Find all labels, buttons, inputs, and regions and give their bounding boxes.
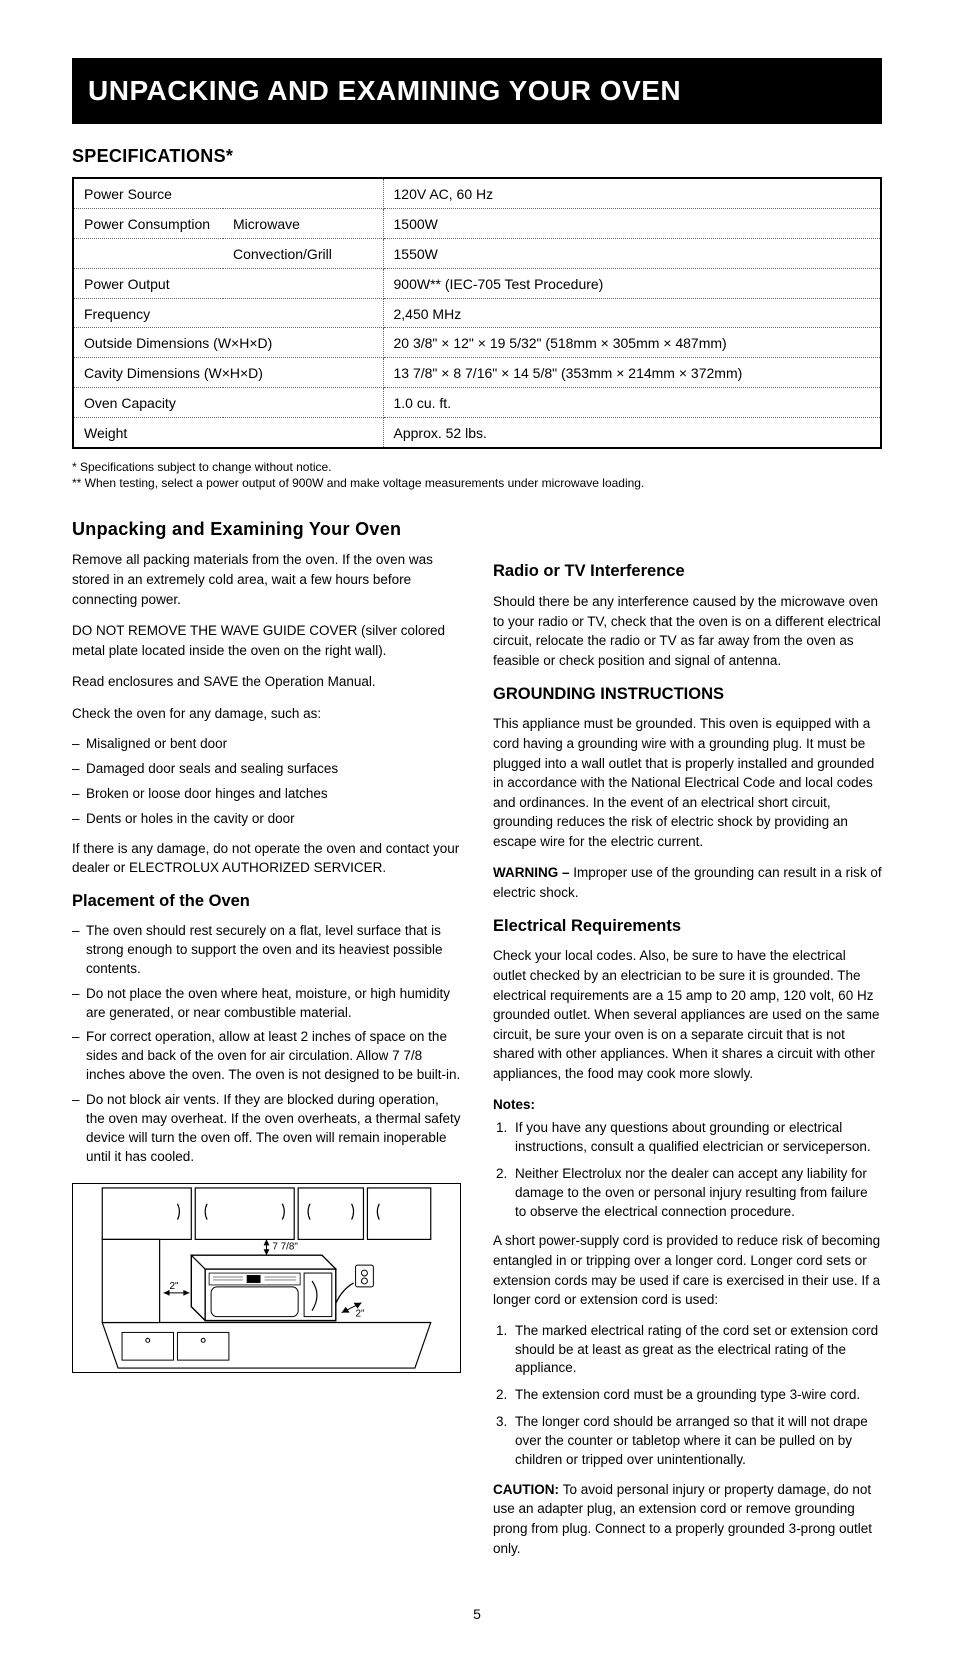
spec-cell: Power Consumption: [73, 208, 223, 238]
list-item: The marked electrical rating of the cord…: [511, 1322, 882, 1379]
specifications-heading: SPECIFICATIONS*: [72, 146, 882, 167]
spec-cell: 1500W: [383, 208, 881, 238]
spec-cell: 20 3/8" × 12" × 19 5/32" (518mm × 305mm …: [383, 328, 881, 358]
rfi-heading: Radio or TV Interference: [493, 560, 882, 584]
placement-heading: Placement of the Oven: [72, 890, 461, 914]
list-item: If you have any questions about groundin…: [511, 1119, 882, 1157]
spec-cell: Frequency: [73, 298, 383, 328]
spec-cell: 13 7/8" × 8 7/16" × 14 5/8" (353mm × 214…: [383, 358, 881, 388]
damage-check-list: Misaligned or bent door Damaged door sea…: [72, 735, 461, 829]
notes-list: If you have any questions about groundin…: [493, 1119, 882, 1221]
grounding-heading: GROUNDING INSTRUCTIONS: [493, 683, 882, 707]
electrical-heading: Electrical Requirements: [493, 915, 882, 939]
specifications-table: Power Source 120V AC, 60 Hz Power Consum…: [72, 177, 882, 449]
spec-cell: 1.0 cu. ft.: [383, 388, 881, 418]
section-title: UNPACKING AND EXAMINING YOUR OVEN: [88, 75, 681, 107]
placement-figure: 2" 7 7/8" 2": [72, 1183, 461, 1373]
paragraph: This appliance must be grounded. This ov…: [493, 714, 882, 851]
cord-list: The marked electrical rating of the cord…: [493, 1322, 882, 1470]
spec-cell: Microwave: [223, 208, 383, 238]
spec-cell: 1550W: [383, 238, 881, 268]
grounding-warning: WARNING – Improper use of the grounding …: [493, 863, 882, 902]
paragraph: Read enclosures and SAVE the Operation M…: [72, 672, 461, 692]
left-column: Remove all packing materials from the ov…: [72, 550, 461, 1570]
spec-cell: 2,450 MHz: [383, 298, 881, 328]
spec-cell: 900W** (IEC-705 Test Procedure): [383, 268, 881, 298]
list-item: The longer cord should be arranged so th…: [511, 1413, 882, 1470]
page-number: 5: [72, 1606, 882, 1622]
spec-cell: Outside Dimensions (W×H×D): [73, 328, 383, 358]
notes-label: Notes:: [493, 1097, 535, 1112]
list-item: Do not place the oven where heat, moistu…: [72, 985, 461, 1023]
list-item: Misaligned or bent door: [72, 735, 461, 754]
spec-cell: Oven Capacity: [73, 388, 383, 418]
clearance-back-label: 2": [356, 1308, 365, 1319]
list-item: Do not block air vents. If they are bloc…: [72, 1091, 461, 1167]
clearance-left-label: 2": [170, 1281, 179, 1292]
paragraph: Check your local codes. Also, be sure to…: [493, 946, 882, 1083]
paragraph: If there is any damage, do not operate t…: [72, 839, 461, 878]
spec-cell: Power Output: [73, 268, 383, 298]
list-item: The extension cord must be a grounding t…: [511, 1386, 882, 1405]
warning-label: WARNING –: [493, 865, 573, 880]
spec-cell: [73, 238, 223, 268]
list-item: Broken or loose door hinges and latches: [72, 785, 461, 804]
spec-cell: Power Source: [73, 178, 383, 208]
caution-label: CAUTION:: [493, 1482, 563, 1497]
section-title-bar: UNPACKING AND EXAMINING YOUR OVEN: [72, 58, 882, 124]
right-column: Radio or TV Interference Should there be…: [493, 550, 882, 1570]
list-item: Dents or holes in the cavity or door: [72, 810, 461, 829]
spec-cell: Weight: [73, 418, 383, 448]
spec-cell: 120V AC, 60 Hz: [383, 178, 881, 208]
list-item: For correct operation, allow at least 2 …: [72, 1028, 461, 1085]
spec-cell: Cavity Dimensions (W×H×D): [73, 358, 383, 388]
placement-list: The oven should rest securely on a flat,…: [72, 922, 461, 1167]
clearance-top-label: 7 7/8": [272, 1241, 298, 1252]
paragraph: Should there be any interference caused …: [493, 592, 882, 670]
caution-paragraph: CAUTION: To avoid personal injury or pro…: [493, 1480, 882, 1558]
paragraph: Check the oven for any damage, such as:: [72, 704, 461, 724]
paragraph: DO NOT REMOVE THE WAVE GUIDE COVER (silv…: [72, 621, 461, 660]
spec-cell: Convection/Grill: [223, 238, 383, 268]
unpacking-heading: Unpacking and Examining Your Oven: [72, 519, 882, 540]
list-item: Damaged door seals and sealing surfaces: [72, 760, 461, 779]
list-item: Neither Electrolux nor the dealer can ac…: [511, 1165, 882, 1222]
paragraph: A short power-supply cord is provided to…: [493, 1231, 882, 1309]
spec-cell: Approx. 52 lbs.: [383, 418, 881, 448]
paragraph: Remove all packing materials from the ov…: [72, 550, 461, 609]
list-item: The oven should rest securely on a flat,…: [72, 922, 461, 979]
specifications-footnote: * Specifications subject to change witho…: [72, 459, 882, 491]
